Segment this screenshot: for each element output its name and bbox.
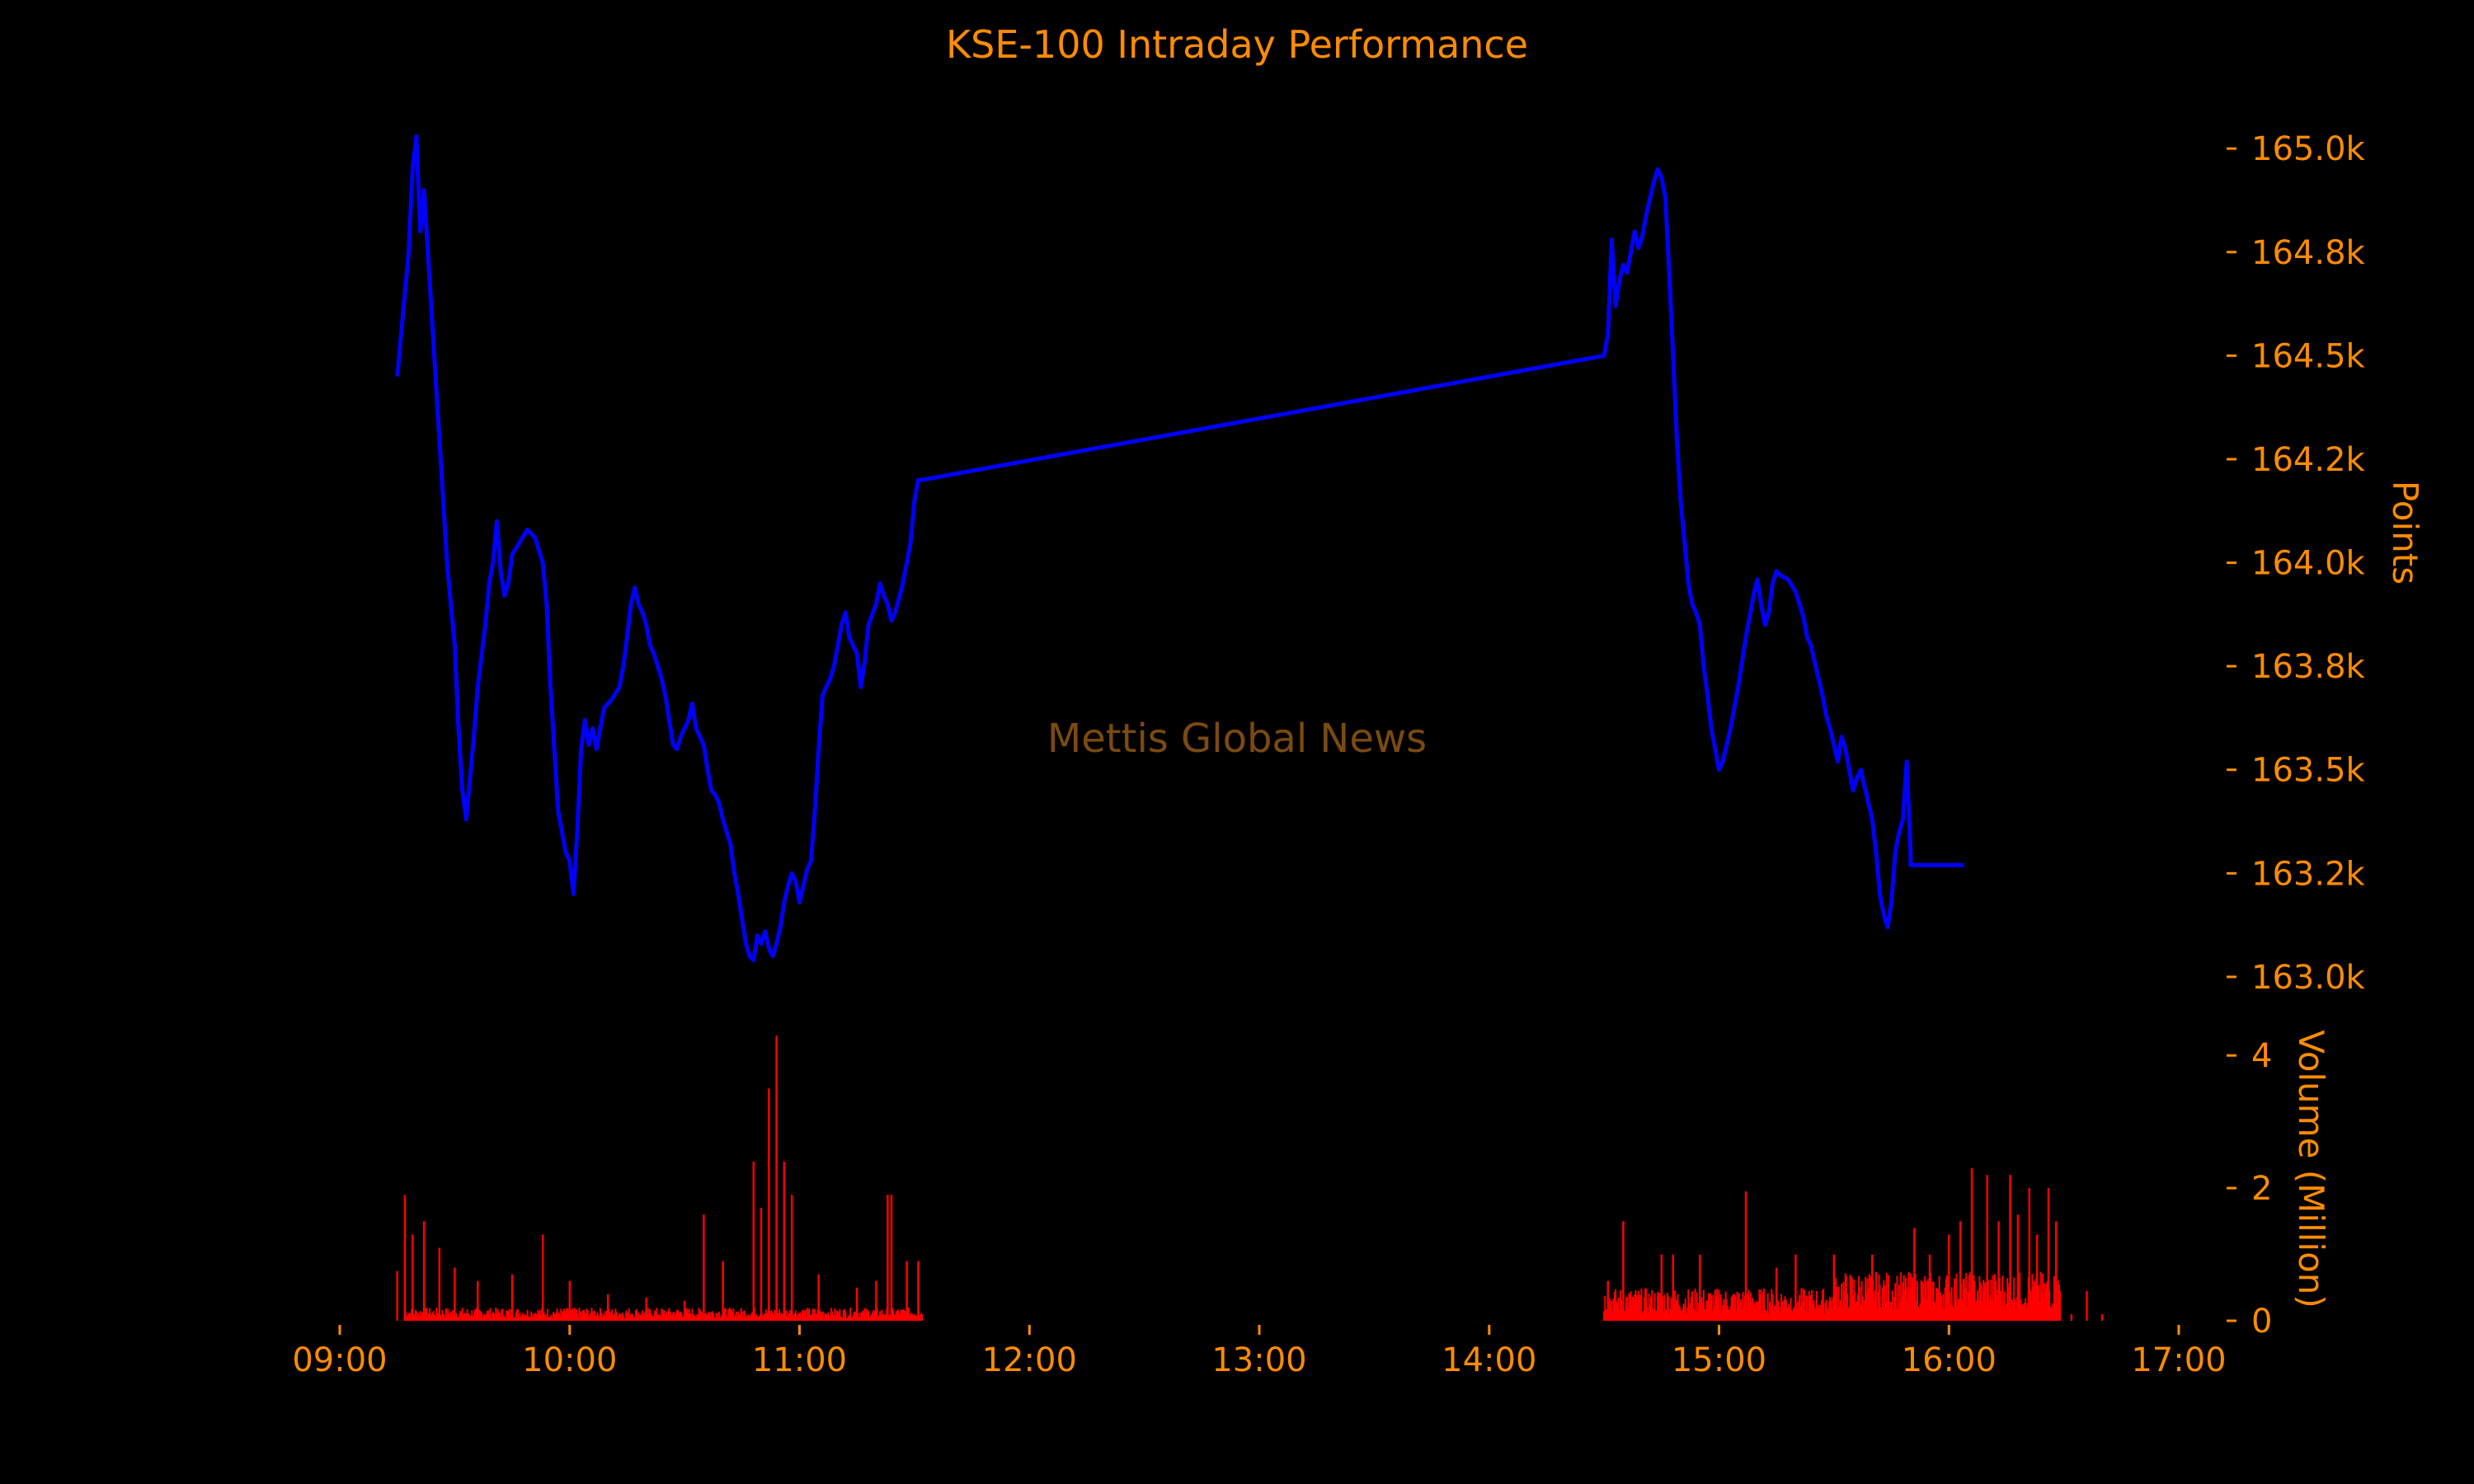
volume-tick-label: 4 — [2251, 1037, 2272, 1075]
price-series — [395, 134, 1964, 963]
price-tick-label: 163.5k — [2251, 752, 2366, 790]
chart-title: KSE-100 Intraday Performance — [946, 22, 1528, 67]
price-tick-label: 163.0k — [2251, 959, 2366, 997]
price-tick-label: 164.0k — [2251, 545, 2366, 583]
volume-y-axis: 0 2 4 — [2227, 1037, 2272, 1341]
time-tick-label: 11:00 — [752, 1341, 847, 1379]
price-y-axis: 163.0k 163.2k 163.5k 163.8k 164.0k 164.2k 164.… — [2227, 130, 2366, 997]
price-line — [395, 134, 1964, 963]
watermark-text: Mettis Global News — [1047, 716, 1427, 762]
time-tick-label: 17:00 — [2131, 1341, 2226, 1379]
price-tick-label: 163.2k — [2251, 855, 2366, 893]
volume-bars — [396, 1036, 2104, 1321]
price-y-axis-label: Points — [2385, 481, 2425, 585]
time-tick-label: 13:00 — [1211, 1341, 1306, 1379]
volume-tick-label: 2 — [2251, 1170, 2272, 1208]
volume-y-axis-label: Volume (Million) — [2291, 1030, 2331, 1308]
price-tick-label: 164.8k — [2251, 234, 2366, 272]
time-tick-label: 16:00 — [1902, 1341, 1997, 1379]
time-tick-label: 14:00 — [1442, 1341, 1536, 1379]
time-tick-label: 10:00 — [522, 1341, 617, 1379]
time-x-axis: 09:00 10:00 11:00 12:00 13:00 14:00 15:00 16:00… — [292, 1325, 2227, 1379]
time-tick-label: 12:00 — [982, 1341, 1077, 1379]
price-tick-label: 164.2k — [2251, 441, 2366, 479]
price-tick-label: 163.8k — [2251, 648, 2366, 686]
price-tick-label: 165.0k — [2251, 130, 2366, 168]
volume-tick-label: 0 — [2251, 1303, 2272, 1341]
time-tick-label: 09:00 — [292, 1341, 387, 1379]
time-tick-label: 15:00 — [1672, 1341, 1766, 1379]
price-tick-label: 164.5k — [2251, 337, 2366, 375]
